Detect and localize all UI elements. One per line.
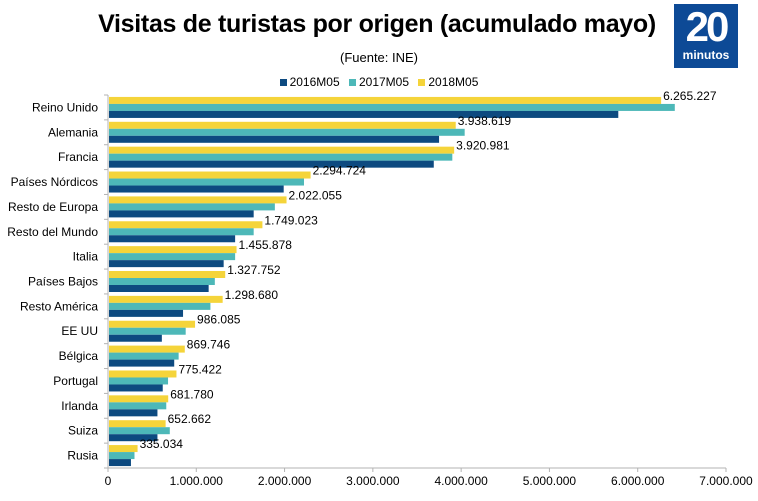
category-label: Bélgica	[59, 349, 99, 363]
category-label: Reino Unido	[32, 100, 98, 114]
data-label: 2.022.055	[289, 188, 343, 202]
data-label: 1.327.752	[227, 263, 281, 277]
logo-word: minutos	[682, 48, 730, 62]
x-tick-label: 4.000.000	[434, 474, 488, 488]
data-label: 775.422	[178, 362, 222, 376]
category-label: Alemania	[48, 125, 98, 139]
data-label: 1.298.680	[225, 288, 279, 302]
category-label: Italia	[73, 250, 99, 264]
category-label: Países Nórdicos	[11, 175, 98, 189]
chart-title: Visitas de turistas por origen (acumulad…	[98, 10, 656, 38]
legend-label-2017: 2017M05	[358, 75, 410, 89]
data-label: 869.746	[187, 338, 231, 352]
bar-2018m05	[109, 370, 177, 378]
category-label: Francia	[58, 150, 98, 164]
category-label: Rusia	[67, 449, 98, 463]
bar-2018m05	[109, 246, 237, 254]
bar-2016m05	[109, 409, 158, 417]
bar-2018m05	[109, 96, 662, 104]
bar-2016m05	[109, 260, 224, 268]
data-label: 3.938.619	[458, 114, 512, 128]
bar-2017m05	[109, 427, 170, 435]
bar-2016m05	[109, 285, 209, 292]
data-label: 652.662	[168, 412, 212, 426]
data-label: 3.920.981	[456, 139, 510, 153]
chart-subtitle: (Fuente: INE)	[339, 50, 419, 65]
bar-2018m05	[109, 271, 226, 278]
category-label: Irlanda	[61, 399, 98, 413]
bar-2018m05	[109, 171, 311, 179]
bar-2016m05	[109, 334, 162, 342]
data-label: 986.085	[197, 313, 241, 327]
bar-2018m05	[109, 345, 185, 353]
bar-2016m05	[109, 185, 284, 193]
bar-2018m05	[109, 445, 138, 453]
bar-2018m05	[109, 221, 263, 229]
data-label: 335.034	[140, 437, 184, 451]
legend-item-2017: 2017M05	[348, 75, 410, 89]
x-tick-label: 6.000.000	[611, 474, 665, 488]
category-label: Países Bajos	[28, 275, 98, 289]
bar-2017m05	[109, 402, 167, 410]
bar-2017m05	[109, 128, 465, 136]
x-tick-label: 7.000.000	[699, 474, 753, 488]
bar-2016m05	[109, 434, 158, 442]
logo-number: 20	[685, 3, 730, 50]
bar-2017m05	[109, 377, 169, 385]
legend-label-2016: 2016M05	[289, 75, 340, 89]
chart-legend: 2016M05 2017M05 2018M05	[0, 75, 758, 89]
data-label: 6.265.227	[663, 89, 717, 103]
bar-2018m05	[109, 146, 455, 154]
legend-item-2018: 2018M05	[418, 75, 478, 89]
bar-2018m05	[109, 420, 166, 428]
legend-swatch-2017	[348, 79, 356, 86]
data-label: 681.780	[170, 387, 214, 401]
category-label: EE UU	[61, 324, 98, 338]
category-label: Suiza	[68, 424, 98, 438]
legend-swatch-2016	[279, 79, 287, 86]
legend-item-2016: 2016M05	[279, 75, 340, 89]
bar-2016m05	[109, 135, 440, 143]
bar-2018m05	[109, 196, 287, 204]
category-label: Portugal	[53, 374, 98, 388]
bar-2016m05	[109, 359, 175, 367]
category-label: Resto América	[20, 299, 98, 313]
bar-2016m05	[109, 459, 131, 467]
bar-2016m05	[109, 235, 236, 243]
bar-2018m05	[109, 320, 196, 328]
x-tick-label: 2.000.000	[258, 474, 312, 488]
bar-2017m05	[109, 302, 211, 310]
data-label: 1.455.878	[239, 238, 293, 252]
data-label: 2.294.724	[313, 164, 367, 178]
bar-2017m05	[109, 103, 675, 111]
bar-2016m05	[109, 160, 434, 168]
bar-2016m05	[109, 309, 184, 317]
bar-2017m05	[109, 278, 215, 285]
bar-2017m05	[109, 327, 186, 335]
x-tick-label: 0	[105, 474, 112, 488]
bar-2017m05	[109, 228, 254, 236]
bar-2016m05	[109, 110, 619, 118]
legend-label-2018: 2018M05	[428, 75, 479, 89]
x-tick-label: 5.000.000	[523, 474, 577, 488]
bar-2018m05	[109, 395, 169, 403]
bar-2017m05	[109, 352, 179, 360]
data-label: 1.749.023	[264, 213, 318, 227]
bar-2016m05	[109, 384, 163, 392]
category-label: Resto del Mundo	[7, 225, 98, 239]
bar-2018m05	[109, 121, 456, 129]
brand-logo: 20 minutos	[674, 4, 738, 68]
bar-2016m05	[109, 210, 254, 218]
bar-2017m05	[109, 203, 275, 211]
bar-2018m05	[109, 295, 223, 303]
bar-2017m05	[109, 452, 135, 460]
legend-swatch-2018	[418, 79, 426, 86]
bar-2017m05	[109, 178, 304, 186]
x-tick-label: 3.000.000	[346, 474, 400, 488]
x-tick-label: 1.000.000	[170, 474, 224, 488]
bar-2017m05	[109, 253, 236, 261]
bar-2017m05	[109, 153, 453, 161]
category-label: Resto de Europa	[8, 200, 98, 214]
